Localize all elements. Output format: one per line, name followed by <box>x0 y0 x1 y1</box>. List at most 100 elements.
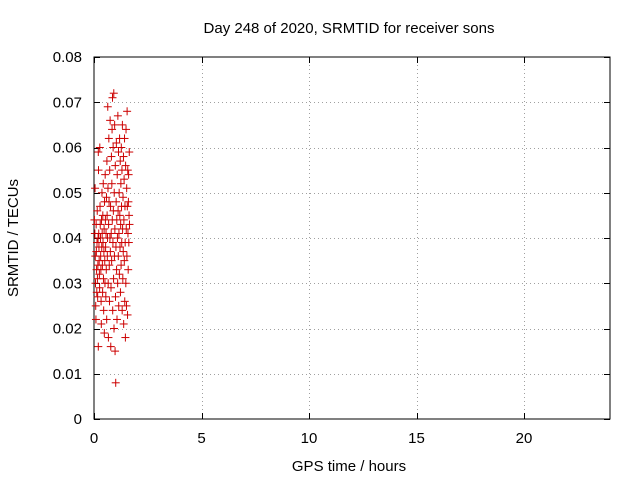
data-point <box>111 161 120 170</box>
data-point <box>91 315 100 324</box>
data-point <box>119 319 128 328</box>
data-point <box>94 166 103 175</box>
data-point <box>112 265 121 274</box>
data-point <box>99 238 108 247</box>
data-point <box>115 188 124 197</box>
data-point <box>95 143 104 152</box>
data-point <box>105 297 114 306</box>
data-point <box>111 292 120 301</box>
data-point <box>105 197 114 206</box>
x-tick-label: 15 <box>408 430 425 447</box>
data-point <box>94 148 103 157</box>
data-point <box>112 215 121 224</box>
data-point <box>110 224 119 233</box>
data-point <box>116 243 125 252</box>
data-point <box>125 211 134 220</box>
data-point <box>112 138 121 147</box>
data-point <box>122 125 131 134</box>
data-point <box>100 329 109 338</box>
data-point <box>91 279 100 288</box>
x-tick-label: 10 <box>301 430 318 447</box>
data-point <box>97 188 106 197</box>
data-point <box>105 166 114 175</box>
data-point <box>109 89 118 98</box>
data-point <box>116 179 125 188</box>
chart-title: Day 248 of 2020, SRMTID for receiver son… <box>204 20 495 37</box>
data-point <box>96 202 105 211</box>
data-point <box>124 238 133 247</box>
data-point <box>114 301 123 310</box>
data-point <box>113 170 122 179</box>
data-point <box>99 179 108 188</box>
data-point <box>122 224 131 233</box>
data-point <box>115 211 124 220</box>
data-point <box>98 288 107 297</box>
data-point <box>97 319 106 328</box>
data-point <box>113 234 122 242</box>
y-tick-labels: 0 0.01 0.02 0.03 0.04 0.05 0.06 0.07 0.08 <box>53 49 82 428</box>
y-tick-label: 0.04 <box>53 230 82 247</box>
data-point <box>113 111 122 120</box>
data-point <box>122 301 131 310</box>
data-point <box>117 143 126 152</box>
y-tick-label: 0.07 <box>53 94 82 111</box>
data-point <box>105 234 114 242</box>
data-point <box>101 243 110 252</box>
data-point <box>99 274 108 283</box>
data-point <box>116 220 125 229</box>
data-point <box>103 184 112 193</box>
data-point <box>119 193 128 202</box>
data-point <box>107 152 116 161</box>
data-point <box>94 342 103 351</box>
data-point <box>124 170 133 179</box>
data-point <box>91 301 100 310</box>
data-point <box>124 265 133 274</box>
data-point <box>121 333 130 342</box>
data-point <box>100 224 109 233</box>
data-point <box>104 134 113 143</box>
x-axis-label: GPS time / hours <box>292 458 406 475</box>
data-point <box>118 274 127 283</box>
data-point <box>123 202 132 211</box>
data-point <box>120 297 129 306</box>
y-tick-label: 0.02 <box>53 321 82 338</box>
data-point <box>112 197 121 206</box>
data-point <box>106 283 115 292</box>
data-point <box>102 157 111 166</box>
data-point <box>107 256 116 265</box>
data-point <box>101 170 110 179</box>
data-point <box>106 247 115 256</box>
y-tick-label: 0.05 <box>53 185 82 202</box>
data-point <box>118 120 127 129</box>
data-points <box>90 89 134 387</box>
data-point <box>113 315 122 324</box>
data-point <box>109 324 118 333</box>
data-point <box>92 247 101 256</box>
data-point <box>90 215 99 224</box>
data-point <box>120 134 129 143</box>
data-point <box>102 315 111 324</box>
data-point <box>125 220 134 229</box>
y-tick-label: 0.01 <box>53 366 82 383</box>
data-point <box>95 270 104 279</box>
data-point <box>108 125 117 134</box>
data-point <box>109 274 118 283</box>
data-point <box>106 116 115 125</box>
data-point <box>114 252 123 261</box>
y-tick-label: 0.08 <box>53 49 82 66</box>
data-point <box>102 265 111 274</box>
data-point <box>96 234 105 242</box>
data-point <box>103 252 112 261</box>
data-point <box>121 279 130 288</box>
data-point <box>117 261 126 270</box>
data-point <box>120 175 129 184</box>
data-point <box>111 378 120 387</box>
data-point <box>119 152 128 161</box>
data-point <box>115 270 124 279</box>
data-point <box>103 211 112 220</box>
y-tick-label: 0.03 <box>53 275 82 292</box>
data-point <box>122 252 131 261</box>
data-point <box>107 229 116 238</box>
data-point <box>114 229 123 238</box>
